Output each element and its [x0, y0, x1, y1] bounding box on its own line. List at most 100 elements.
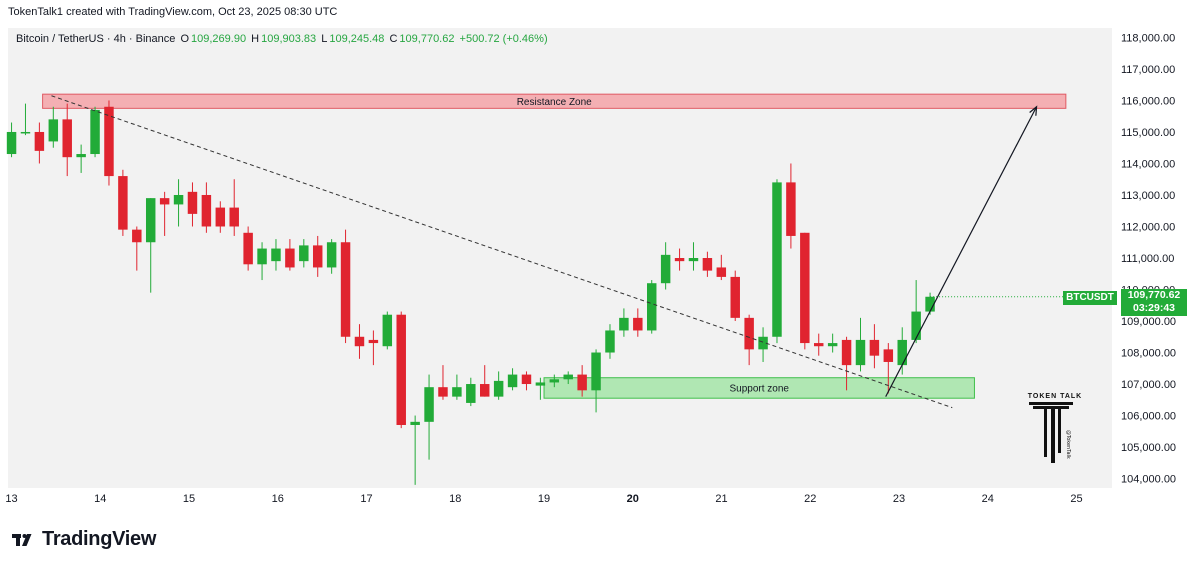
projection-arrow-line [885, 106, 1038, 397]
projection-arrow-head [1029, 105, 1038, 116]
y-tick-label: 117,000.00 [1121, 64, 1175, 76]
candle-body [410, 421, 420, 425]
support-zone [543, 377, 975, 399]
support-zone-label: Support zone [729, 383, 789, 394]
candle-body [173, 194, 184, 205]
watermark-text: TOKEN TALK [1027, 393, 1083, 400]
candle-body [62, 119, 72, 158]
y-tick-label: 105,000.00 [1121, 442, 1176, 454]
candle-body [257, 248, 267, 265]
candle-body [674, 258, 685, 262]
high-value: 109,903.83 [261, 33, 317, 45]
y-tick-label: 106,000.00 [1121, 411, 1176, 423]
candle-body [925, 296, 935, 312]
close-value: 109,770.62 [399, 33, 455, 45]
y-tick-label: 108,000.00 [1121, 348, 1176, 360]
candle-body [6, 131, 17, 155]
candle-body [814, 343, 824, 347]
candle-body [758, 336, 768, 350]
candle-body [633, 317, 643, 331]
change-value: +500.72 (+0.46%) [459, 33, 548, 45]
candle-body [48, 119, 59, 142]
candle-body [841, 339, 852, 366]
y-tick-label: 112,000.00 [1121, 221, 1175, 233]
candle-body [660, 254, 671, 284]
low-label: L [321, 33, 328, 45]
y-tick-label: 109,000.00 [1121, 316, 1176, 328]
chart-credit: TokenTalk1 created with TradingView.com,… [8, 6, 338, 18]
candle-body [340, 242, 351, 337]
candle-body [646, 283, 657, 331]
candle-body [827, 343, 838, 347]
candle-body [132, 229, 142, 243]
descending-trendline [51, 95, 953, 409]
candle-body [744, 317, 754, 350]
open-value: 109,269.90 [191, 33, 247, 45]
resistance-zone [42, 93, 1067, 109]
last-price: 109,770.62 [1127, 289, 1181, 301]
bar-countdown: 03:29:43 [1132, 302, 1176, 314]
candle-body [215, 207, 226, 227]
candle-body [145, 198, 156, 243]
candle-body [76, 154, 86, 158]
candle-body [201, 194, 212, 227]
candle-body [466, 384, 476, 403]
x-tick-label: 16 [272, 493, 284, 505]
y-tick-label: 118,000.00 [1121, 32, 1175, 44]
x-tick-label: 21 [715, 493, 727, 505]
x-tick-label: 17 [360, 493, 372, 505]
candle-body [312, 245, 323, 268]
x-tick-label: 15 [183, 493, 195, 505]
candle-body [855, 339, 866, 366]
x-tick-label: 18 [449, 493, 461, 505]
token-talk-watermark: TOKEN TALK @TokenTalk [1020, 393, 1090, 469]
tradingview-logo-icon [12, 533, 32, 546]
candle-body [786, 182, 796, 236]
y-tick-label: 115,000.00 [1121, 127, 1175, 139]
candle-body [382, 314, 393, 347]
candle-body [730, 276, 740, 318]
x-tick-label: 20 [627, 493, 639, 505]
x-tick-label: 24 [982, 493, 994, 505]
candle-body [187, 191, 198, 214]
candle-body [229, 207, 239, 227]
candle-body [549, 379, 560, 383]
x-tick-label: 25 [1070, 493, 1082, 505]
symbol-badge: BTCUSDT [1063, 291, 1117, 305]
candle-body [438, 387, 448, 397]
candle-body [424, 387, 434, 422]
candle-body [800, 232, 810, 344]
candle-body [271, 248, 281, 262]
y-tick-label: 107,000.00 [1121, 379, 1176, 391]
candle-body [90, 109, 100, 155]
candle-body [354, 336, 365, 347]
candle-body [535, 382, 546, 386]
candle-body [368, 339, 379, 344]
candle-body [104, 106, 114, 177]
candle-body [493, 380, 504, 397]
watermark-handle: @TokenTalk [1065, 430, 1071, 459]
candle-body [452, 387, 462, 397]
candle-body [911, 311, 921, 340]
low-value: 109,245.48 [329, 33, 385, 45]
x-tick-label: 23 [893, 493, 905, 505]
resistance-zone-label: Resistance Zone [517, 97, 592, 108]
candle-body [479, 384, 490, 397]
y-tick-label: 116,000.00 [1121, 95, 1175, 107]
candle-body [507, 374, 518, 388]
symbol-label[interactable]: Bitcoin / TetherUS · 4h · Binance [16, 33, 176, 45]
candle-body [521, 374, 532, 385]
y-tick-label: 114,000.00 [1121, 158, 1175, 170]
y-tick-label: 113,000.00 [1121, 190, 1175, 202]
close-label: C [389, 33, 398, 45]
candle-body [243, 232, 253, 265]
tradingview-logo[interactable]: TradingView [12, 528, 156, 551]
x-tick-label: 14 [94, 493, 106, 505]
candle-body [591, 352, 601, 391]
candle-body [716, 267, 727, 277]
candle-body [285, 248, 295, 268]
candle-body [577, 374, 587, 391]
open-label: O [180, 33, 190, 45]
watermark-logo-icon: @TokenTalk [1029, 402, 1073, 463]
